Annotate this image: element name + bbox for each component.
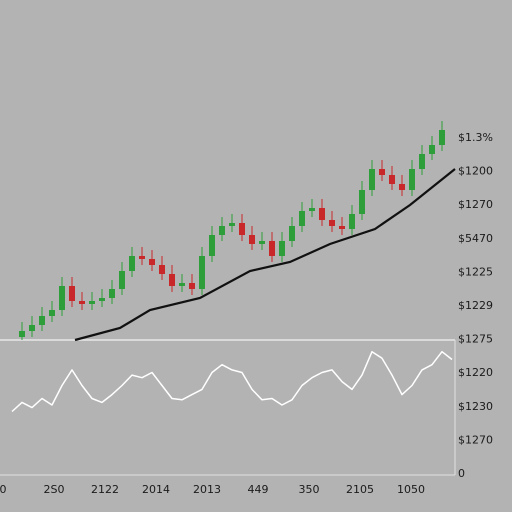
candle-body [389, 175, 395, 184]
candle-body [19, 331, 25, 337]
candle-body [219, 226, 225, 235]
candle-body [59, 286, 65, 310]
right-axis-label: $1229 [458, 299, 493, 312]
candle-body [229, 223, 235, 226]
candle-body [339, 226, 345, 229]
right-axis-label: $1225 [458, 265, 493, 278]
right-axis-label: $1270 [458, 198, 493, 211]
candle-body [269, 241, 275, 256]
bottom-axis-label: 2014 [142, 483, 170, 496]
candle-body [419, 154, 425, 169]
candle-body [259, 241, 265, 244]
right-axis-label: $5470 [458, 232, 493, 245]
candle-body [349, 214, 355, 229]
candle-body [39, 316, 45, 325]
candle-body [319, 208, 325, 220]
right-axis-label: 0 [458, 467, 465, 480]
oscillator-line [11, 350, 453, 413]
candle-body [89, 301, 95, 304]
right-axis-label: $1.3% [458, 131, 493, 144]
bottom-axis-label: 2013 [193, 483, 221, 496]
candle-body [329, 220, 335, 226]
right-axis-label: $1270 [458, 433, 493, 446]
bottom-axis-label: 2S0 [44, 483, 65, 496]
candle-body [119, 271, 125, 289]
bottom-axis-label: 449 [248, 483, 269, 496]
candle-body [369, 169, 375, 190]
candle-body [139, 256, 145, 259]
right-axis-label: $1220 [458, 366, 493, 379]
bottom-axis-label: 2122 [91, 483, 119, 496]
candle-body [169, 274, 175, 286]
right-axis-label: $1230 [458, 400, 493, 413]
average-line [74, 168, 456, 342]
bottom-axis-label: 1050 [397, 483, 425, 496]
candle-body [379, 169, 385, 175]
candle-body [409, 169, 415, 190]
candle-body [49, 310, 55, 316]
candle-body [189, 283, 195, 289]
candle-body [79, 301, 85, 304]
candle-body [429, 145, 435, 154]
candle-body [439, 130, 445, 145]
candle-body [299, 211, 305, 226]
candle-body [239, 223, 245, 235]
candle-body [199, 256, 205, 289]
candle-body [69, 286, 75, 301]
bottom-axis-label: 0 [0, 483, 7, 496]
candle-body [109, 289, 115, 298]
right-axis-label: $1275 [458, 333, 493, 346]
candle-body [159, 265, 165, 274]
candle-body [129, 256, 135, 271]
candle-body [209, 235, 215, 256]
candle-body [359, 190, 365, 214]
bottom-axis-label: 350 [299, 483, 320, 496]
bottom-axis-label: 2105 [346, 483, 374, 496]
candle-body [149, 259, 155, 265]
candle-body [399, 184, 405, 190]
candle-body [289, 226, 295, 241]
candle-body [29, 325, 35, 331]
candle-body [279, 241, 285, 256]
right-axis-label: $1200 [458, 165, 493, 178]
candle-body [249, 235, 255, 244]
candle-body [309, 208, 315, 211]
candle-body [99, 298, 105, 301]
candle-body [179, 283, 185, 286]
